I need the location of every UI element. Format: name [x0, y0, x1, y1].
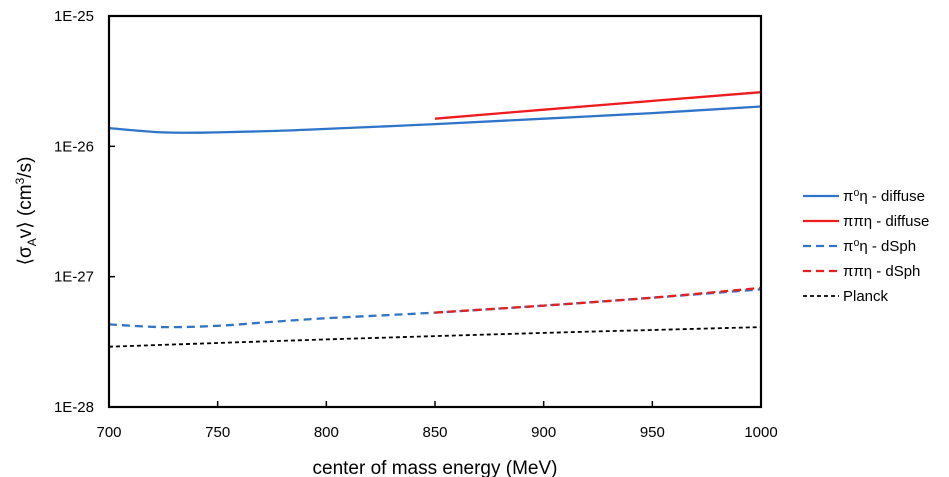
x-tick-label: 1000	[744, 424, 777, 441]
y-axis-title-subscript: A	[25, 238, 39, 246]
x-tick-label: 950	[640, 424, 665, 441]
x-tick-label: 900	[531, 424, 556, 441]
x-tick-label: 700	[96, 424, 121, 441]
legend-label-4: ππη - dSph	[843, 263, 920, 280]
legend-label-5: Planck	[843, 288, 889, 305]
y-tick-label: 1E-25	[54, 8, 94, 25]
series-line-2	[434, 91, 762, 120]
x-ticks: 700 750 800 850 900 950 1000	[96, 401, 778, 441]
x-tick-label: 800	[314, 424, 339, 441]
series-line-3	[108, 288, 762, 329]
y-axis-title-part-2: v⟩ (cm	[15, 184, 36, 238]
legend-label-2: ππη - diffuse	[843, 213, 929, 230]
y-axis-title-part-1: ⟨σ	[15, 246, 36, 265]
y-axis-title-superscript: 3	[13, 177, 27, 184]
y-tick-label: 1E-26	[54, 138, 94, 155]
legend-label-1: π⁰η - diffuse	[843, 188, 925, 205]
y-tick-label: 1E-27	[54, 269, 94, 286]
x-tick-label: 750	[205, 424, 230, 441]
series-line-5	[108, 326, 762, 348]
legend-label-3: π⁰η - dSph	[843, 238, 916, 255]
series-line-1	[108, 105, 762, 134]
y-axis-title: ⟨σAv⟩ (cm3/s)	[13, 157, 39, 266]
series-layer	[108, 91, 762, 348]
legend: π⁰η - diffuse ππη - diffuse π⁰η - dSph ππη …	[803, 188, 929, 305]
x-axis-title: center of mass energy (MeV)	[313, 458, 558, 477]
y-axis-title-part-3: /s)	[15, 157, 36, 178]
y-tick-label: 1E-28	[54, 399, 94, 416]
x-tick-label: 850	[422, 424, 447, 441]
series-line-4	[434, 286, 762, 314]
y-ticks: 1E-28 1E-27 1E-26 1E-25	[54, 8, 115, 416]
